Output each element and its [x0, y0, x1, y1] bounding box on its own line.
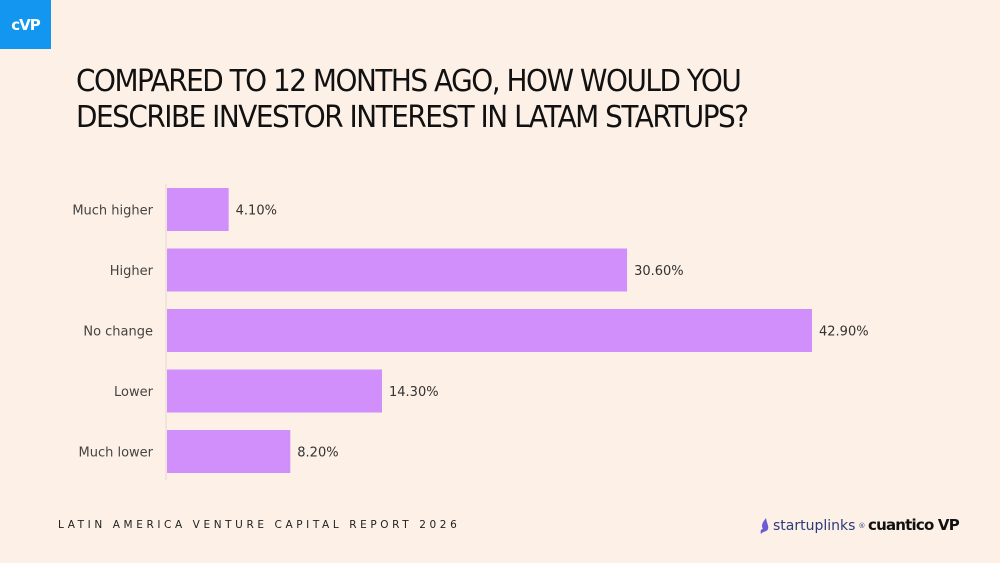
category-label: No change: [83, 325, 153, 340]
startuplinks-flame-icon: [760, 518, 769, 534]
category-label: Much higher: [72, 204, 153, 219]
category-label: Higher: [110, 264, 154, 279]
title-line-1: COMPARED TO 12 MONTHS AGO, HOW WOULD YOU: [76, 64, 742, 99]
category-label: Much lower: [78, 446, 153, 461]
value-label: 8.20%: [297, 446, 338, 461]
value-label: 4.10%: [236, 204, 277, 219]
bar-no-change: [167, 309, 812, 352]
cuantico-vp-logo: cuantico VP: [868, 516, 960, 534]
chart-title: COMPARED TO 12 MONTHS AGO, HOW WOULD YOU…: [76, 64, 749, 136]
bar-much-lower: [167, 430, 291, 473]
value-label: 30.60%: [634, 264, 684, 279]
startuplinks-wordmark: startuplinks: [773, 518, 856, 534]
registered-mark: ®: [858, 522, 866, 530]
value-label: 14.30%: [389, 385, 439, 400]
bar-much-higher: [167, 188, 229, 231]
bar-lower: [167, 369, 382, 413]
startuplinks-logo: startuplinks ®: [760, 518, 865, 534]
report-footer: LATIN AMERICA VENTURE CAPITAL REPORT 202…: [58, 519, 461, 531]
value-label: 42.90%: [819, 325, 869, 340]
cvp-logo: cVP: [0, 0, 51, 49]
title-line-2: DESCRIBE INVESTOR INTEREST IN LATAM STAR…: [76, 100, 749, 135]
bar-higher: [167, 248, 628, 292]
category-label: Lower: [114, 385, 154, 400]
